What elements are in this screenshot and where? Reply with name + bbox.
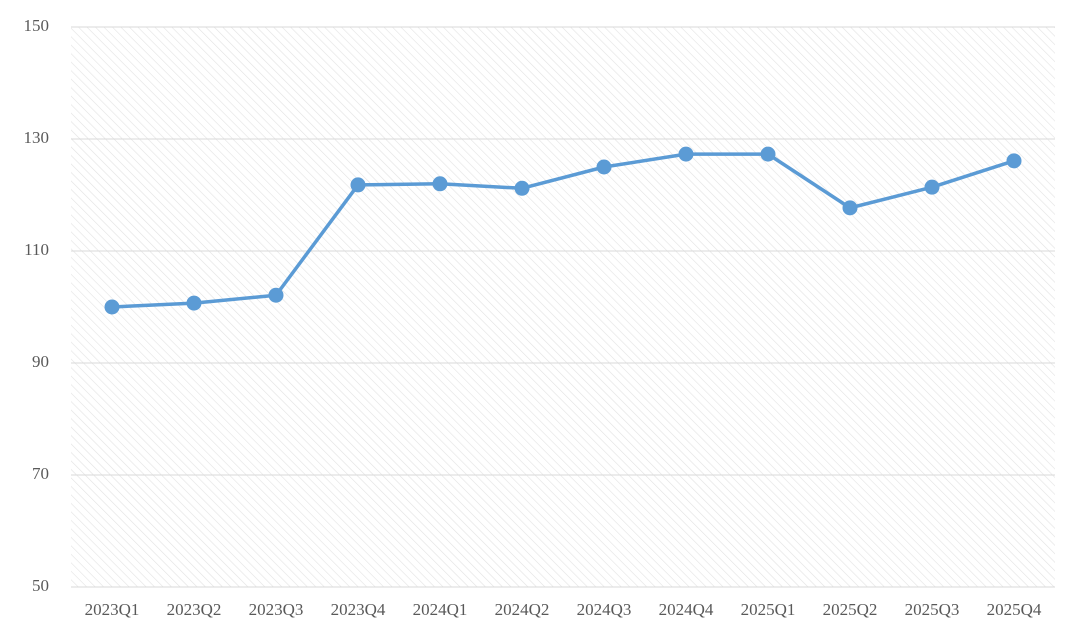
x-tick-label: 2023Q4	[331, 600, 386, 619]
x-tick-label: 2025Q1	[741, 600, 796, 619]
y-tick-label: 50	[32, 576, 49, 595]
data-point	[760, 146, 776, 162]
x-tick-label: 2025Q2	[823, 600, 878, 619]
data-point	[432, 176, 448, 192]
data-point	[924, 179, 940, 195]
x-tick-label: 2023Q1	[85, 600, 140, 619]
y-tick-label: 70	[32, 464, 49, 483]
plot-background	[71, 27, 1055, 587]
data-point	[842, 200, 858, 216]
x-tick-label: 2025Q4	[987, 600, 1042, 619]
y-tick-label: 130	[24, 128, 50, 147]
data-point	[514, 180, 530, 196]
data-point	[186, 295, 202, 311]
data-point	[104, 299, 120, 315]
x-tick-label: 2024Q3	[577, 600, 632, 619]
x-tick-label: 2024Q2	[495, 600, 550, 619]
data-point	[1006, 153, 1022, 169]
y-tick-label: 110	[24, 240, 49, 259]
x-tick-label: 2024Q4	[659, 600, 714, 619]
data-point	[350, 177, 366, 193]
y-tick-label: 150	[24, 16, 50, 35]
x-tick-label: 2023Q2	[167, 600, 222, 619]
data-point	[596, 159, 612, 175]
x-tick-label: 2023Q3	[249, 600, 304, 619]
x-tick-label: 2024Q1	[413, 600, 468, 619]
x-tick-label: 2025Q3	[905, 600, 960, 619]
y-tick-label: 90	[32, 352, 49, 371]
data-line	[111, 152, 1015, 309]
data-point	[678, 146, 694, 162]
data-point	[268, 287, 284, 303]
